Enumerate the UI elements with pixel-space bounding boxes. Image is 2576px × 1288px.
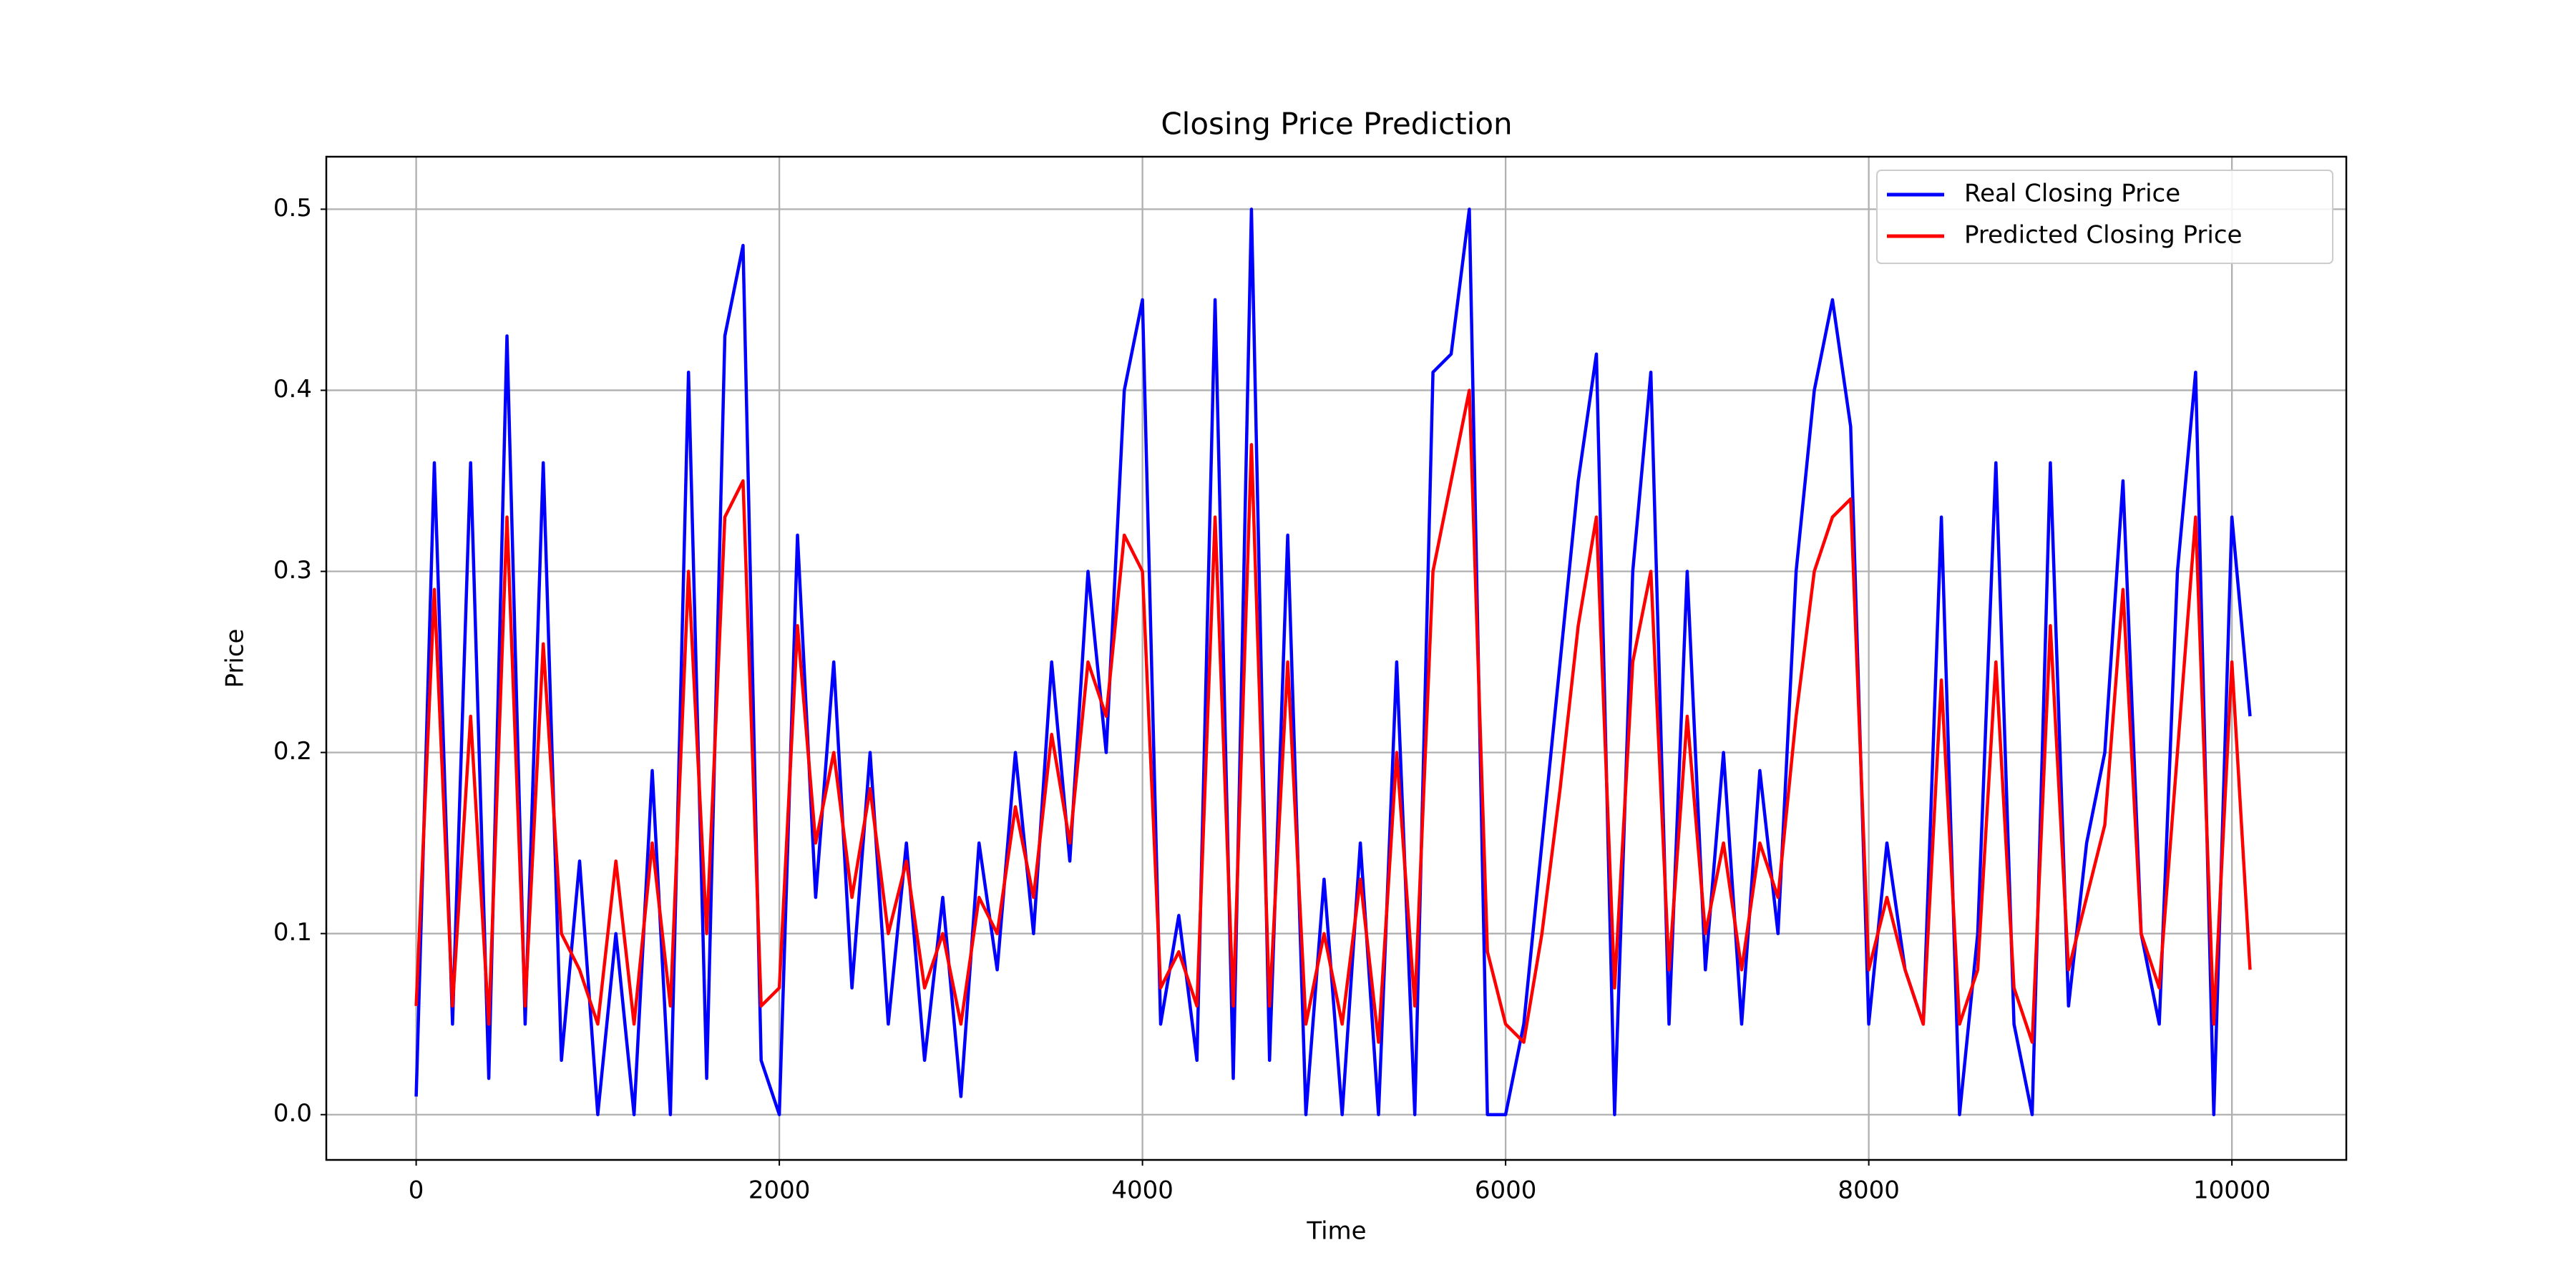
- y-axis-label: Price: [221, 629, 250, 688]
- x-tick-label: 6000: [1475, 1176, 1537, 1205]
- y-tick-label: 0.0: [273, 1099, 312, 1128]
- legend-label: Predicted Closing Price: [1964, 221, 2242, 250]
- y-tick-label: 0.5: [273, 194, 312, 223]
- legend-label: Real Closing Price: [1964, 180, 2180, 208]
- y-tick-label: 0.4: [273, 375, 312, 404]
- x-tick-label: 10000: [2193, 1176, 2270, 1205]
- series-line: [414, 389, 2252, 1044]
- y-tick-label: 0.1: [273, 918, 312, 947]
- x-axis-label: Time: [1306, 1217, 1366, 1246]
- x-tick-label: 8000: [1838, 1176, 1900, 1205]
- chart-title: Closing Price Prediction: [1161, 107, 1512, 142]
- plot-frame: [325, 155, 2348, 1161]
- series-line: [414, 208, 2252, 1116]
- y-tick-label: 0.3: [273, 556, 312, 585]
- y-tick-label: 0.2: [273, 737, 312, 766]
- x-tick-label: 0: [409, 1176, 424, 1205]
- x-tick-label: 2000: [748, 1176, 811, 1205]
- x-tick-label: 4000: [1111, 1176, 1174, 1205]
- legend-box: [1876, 170, 2333, 264]
